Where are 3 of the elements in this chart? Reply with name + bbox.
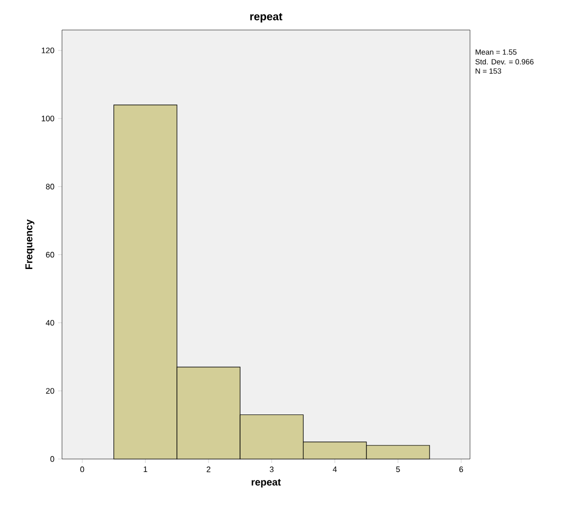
x-axis-title: repeat [252, 478, 281, 488]
chart-title: repeat [250, 13, 282, 22]
y-axis-title: Frequency [25, 219, 34, 270]
